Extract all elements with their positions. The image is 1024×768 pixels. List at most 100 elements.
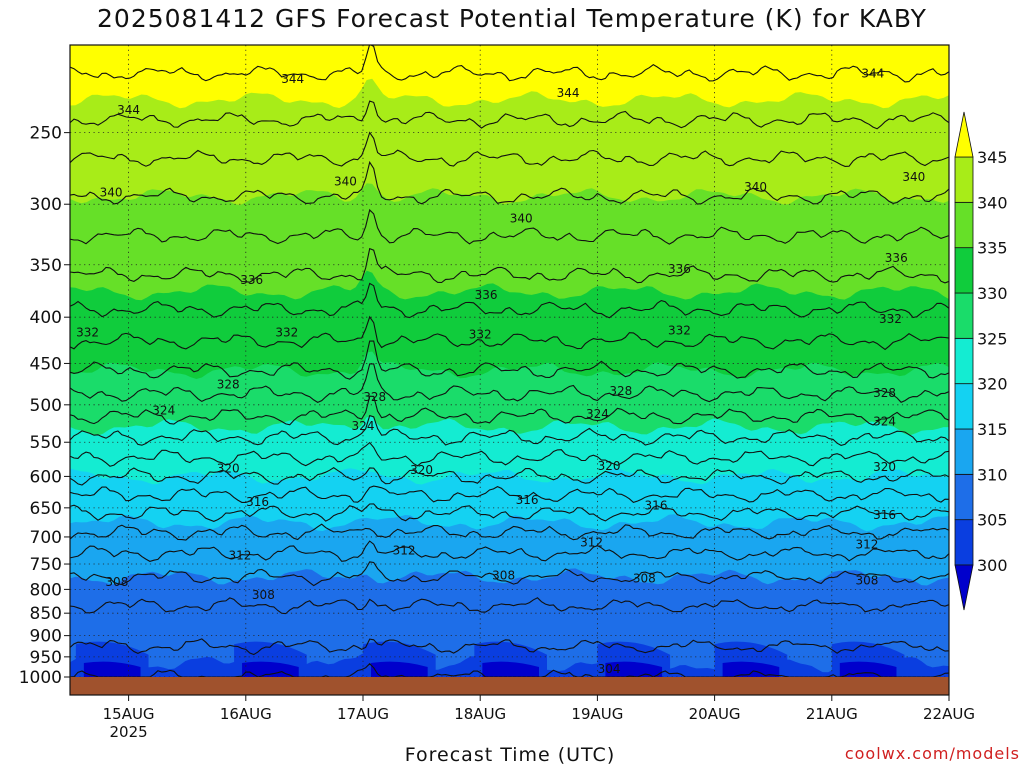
contour-label: 328 [873, 386, 896, 400]
y-tick-label: 350 [30, 256, 62, 276]
colorbar-segment [954, 201, 974, 249]
contour-label: 308 [633, 571, 656, 585]
contour-label: 324 [873, 415, 896, 429]
contour-334 [70, 282, 949, 319]
contour-label: 336 [885, 251, 908, 265]
contour-label: 312 [393, 544, 416, 558]
colorbar-label: 300 [977, 556, 1008, 575]
y-tick-label: 450 [30, 354, 62, 374]
contour-label: 332 [879, 312, 902, 326]
x-tick-label: 16AUG [220, 705, 272, 723]
contour-328 [70, 363, 949, 404]
contour-label: 320 [598, 459, 621, 473]
contour-label: 344 [117, 103, 140, 117]
contour-label: 324 [586, 407, 609, 421]
colorbar: 300 305 310 315 320 325 330 335 340 345 [954, 111, 1008, 611]
contour-label: 344 [557, 86, 580, 100]
x-tick-label: 21AUG [806, 705, 858, 723]
bl-core-3 [482, 661, 540, 677]
y-tick-label: 900 [30, 627, 62, 647]
y-tick-label: 400 [30, 308, 62, 328]
contour-label: 336 [240, 273, 263, 287]
contour-324 [70, 414, 949, 446]
contour-316 [70, 503, 949, 522]
contour-label: 344 [861, 66, 884, 80]
contour-label: 336 [475, 288, 498, 302]
x-tick-label: 20AUG [689, 705, 741, 723]
x-tick-label: 18AUG [454, 705, 506, 723]
contour-label: 328 [363, 390, 386, 404]
bl-core-4 [605, 661, 663, 677]
contour-346 [70, 45, 949, 83]
x-tick-label: 15AUG [103, 705, 155, 723]
colorbar-segment [954, 428, 974, 475]
credit-link[interactable]: coolwx.com/models [844, 744, 1020, 763]
contour-344 [70, 100, 949, 130]
colorbar-segment [954, 247, 974, 294]
contour-label: 340 [744, 180, 767, 194]
contour-label: 324 [352, 419, 375, 433]
colorbar-segment [954, 292, 974, 339]
contour-label: 320 [217, 461, 240, 475]
contour-label: 344 [281, 72, 304, 86]
contour-label: 332 [469, 327, 492, 341]
colorbar-segment [954, 473, 974, 521]
plot-frame [69, 44, 950, 696]
contour-342 [70, 131, 949, 167]
contour-label: 320 [410, 463, 433, 477]
contour-label: 308 [492, 568, 515, 582]
x-axis-label: Forecast Time (UTC) [404, 744, 616, 766]
y-tick-label: 750 [30, 555, 62, 575]
y-tick-label: 300 [30, 195, 62, 215]
y-axis: 250 300 350 400 450 500 550 600 650 700 750 800 850 9… [19, 124, 70, 688]
y-tick-label: 550 [30, 433, 62, 453]
x-tick-label: 17AUG [337, 705, 389, 723]
x-tick-label: 19AUG [571, 705, 623, 723]
y-tick-label: 700 [30, 528, 62, 548]
colorbar-segment [954, 156, 974, 203]
x-tick-label: 22AUG [923, 705, 975, 723]
colorbar-label: 310 [977, 465, 1008, 484]
colorbar-label: 345 [977, 148, 1008, 167]
contour-label: 316 [873, 508, 896, 522]
contour-label: 308 [252, 588, 275, 602]
contour-label: 316 [246, 495, 269, 509]
y-tick-label: 650 [30, 499, 62, 519]
chart-title: 2025081412 GFS Forecast Potential Temper… [97, 4, 927, 33]
contour-336 [70, 247, 949, 284]
contour-340 [70, 160, 949, 205]
contour-310 [70, 561, 949, 587]
colorbar-segment [954, 337, 974, 385]
contour-labels: 344 344 344 344 340 340 340 340 340 336 336 336 336 3… [76, 66, 925, 676]
contour-330 [70, 340, 949, 380]
contour-label: 324 [152, 403, 175, 417]
colorbar-label: 325 [977, 329, 1008, 348]
contour-label: 312 [580, 536, 603, 550]
colorbar-label: 305 [977, 511, 1008, 530]
contour-320 [70, 467, 949, 486]
contour-322 [70, 441, 949, 467]
contour-label: 332 [275, 326, 298, 340]
y-tick-label: 800 [30, 580, 62, 600]
x-tick-year: 2025 [110, 723, 148, 741]
contour-308 [70, 597, 949, 615]
contour-label: 320 [873, 460, 896, 474]
y-tick-label: 600 [30, 467, 62, 487]
colorbar-label: 315 [977, 420, 1008, 439]
y-tick-label: 500 [30, 396, 62, 416]
contour-332 [70, 315, 949, 351]
bl-core-5 [722, 661, 780, 677]
contour-label: 316 [516, 493, 539, 507]
ground-strip [70, 677, 949, 695]
contour-label: 340 [902, 170, 925, 184]
contour-label: 328 [217, 378, 240, 392]
contour-label: 308 [856, 573, 879, 587]
y-tick-label: 250 [30, 124, 62, 144]
contour-312 [70, 540, 949, 562]
bl-core-2 [371, 661, 428, 677]
colorbar-label: 330 [977, 284, 1008, 303]
contour-318 [70, 485, 949, 504]
colorbar-label: 335 [977, 239, 1008, 258]
